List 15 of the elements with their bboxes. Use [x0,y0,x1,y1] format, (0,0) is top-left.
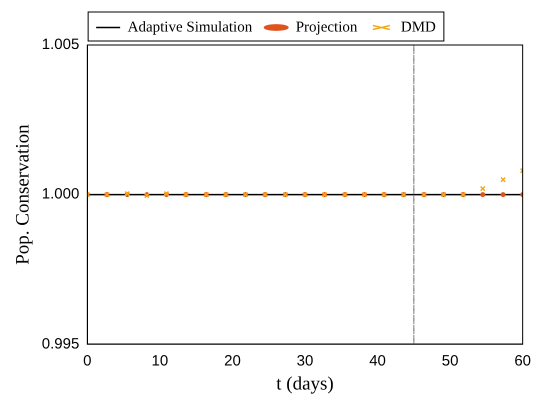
y-axis-title: Pop. Conservation [12,124,34,265]
x-tick-label: 50 [442,352,458,370]
y-tick-label: 0.995 [42,335,80,352]
x-tick-label: 0 [83,352,92,370]
legend-label: Projection [296,19,358,36]
x-axis-title: t (days) [276,374,334,395]
x-tick-label: 40 [369,352,386,370]
legend-label: Adaptive Simulation [128,19,253,36]
x-tick-label: 20 [224,352,241,370]
x-tick-label: 30 [296,352,314,370]
y-tick-label: 1.000 [42,186,80,203]
legend-label: DMD [400,19,436,36]
y-tick-label: 1.005 [42,36,80,54]
x-tick-label: 60 [514,352,531,370]
x-tick-label: 10 [152,352,168,370]
